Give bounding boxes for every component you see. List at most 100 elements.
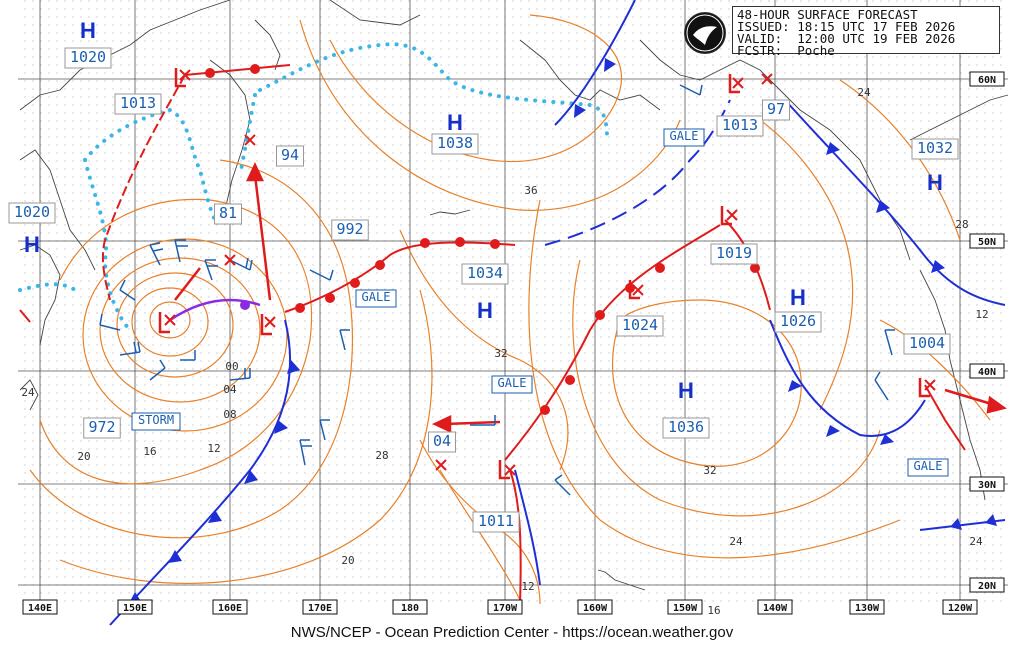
svg-text:94: 94 [281,146,299,164]
isobar-value: 20 [341,554,354,567]
isobar-value: 36 [524,184,537,197]
low-pressure-value: 1013 [114,93,162,115]
low-pressure-value: 1004 [903,333,951,355]
lon-label: 180 [392,599,428,615]
warning-labels: GALE GALE GALE GALE STORM [131,128,949,477]
gale-warning: GALE [355,289,397,308]
svg-text:120W: 120W [948,603,973,614]
high-symbol: H [477,298,493,323]
isobar-value: 16 [143,445,156,458]
svg-text:GALE: GALE [362,290,391,304]
isobar-value: 24 [21,386,35,399]
svg-text:150E: 150E [123,603,147,614]
isobar-value: 16 [707,604,720,617]
low-pressure-value: 97 [762,99,790,121]
high-pressure-value: 1038 [431,133,479,155]
svg-text:1004: 1004 [909,334,945,352]
isobar-value: 32 [494,347,507,360]
motion-arrows [174,162,1007,433]
isobar-value: 28 [955,218,968,231]
low-pressure-value: 81 [214,203,242,225]
isobar-value: 24 [729,535,743,548]
lat-label: 30N [969,476,1005,492]
forecast-title: 48-HOUR SURFACE FORECAST [737,7,918,22]
high-symbol: H [447,110,463,135]
graticule [18,0,1008,604]
low-pressure-value: 1024 [616,315,664,337]
high-pressure-value: 1020 [64,47,112,69]
svg-text:81: 81 [219,204,237,222]
wind-barbs [99,84,895,496]
forecast-info-box: 48-HOUR SURFACE FORECAST ISSUED: 18:15 U… [732,6,1000,57]
low-letter-glyphs [158,68,930,480]
svg-text:1034: 1034 [467,264,503,282]
isobar-value: 12 [207,442,220,455]
isobar-value: 24 [969,535,983,548]
isobar-value: 32 [703,464,716,477]
isobar-value: 12 [975,308,988,321]
lon-label: 150W [667,599,703,615]
lon-label: 160W [577,599,613,615]
svg-text:1013: 1013 [120,94,156,112]
gale-warning: GALE [491,375,533,394]
svg-text:130W: 130W [855,603,880,614]
lon-label: 140E [22,599,58,615]
svg-text:50N: 50N [978,237,996,248]
svg-text:60N: 60N [978,75,996,86]
coastlines [19,0,1009,591]
svg-text:97: 97 [767,100,785,118]
lat-label: 20N [969,577,1005,593]
noaa-logo [684,12,726,54]
gale-warning: GALE [663,128,705,147]
storm-warning: STORM [131,412,181,431]
cold-fronts [109,0,1006,626]
isobar-value: 12 [521,580,534,593]
ice-edge [18,42,610,332]
lat-label: 50N [969,233,1005,249]
lon-label: 160E [212,599,248,615]
high-pressure-value: 1036 [662,417,710,439]
isobar-value: 00 [225,360,238,373]
isobar-value: 04 [223,383,237,396]
lat-label: 40N [969,363,1005,379]
longitude-labels: 140E 150E 160E 170E 180 170W 160W 150W 140W 130W 1… [22,599,978,615]
lon-label: 170W [487,599,523,615]
low-pressure-value: 1013 [716,115,764,137]
isobar-value: 20 [77,450,90,463]
pressure-systems: H1020H1038H1032H1020H1034H1026H103610139… [8,18,959,533]
svg-text:170W: 170W [493,603,518,614]
svg-text:150W: 150W [673,603,698,614]
low-pressure-value: 972 [83,417,121,439]
svg-text:1020: 1020 [70,48,106,66]
svg-text:1026: 1026 [780,312,816,330]
svg-text:180: 180 [401,603,419,614]
latitude-labels: 60N 50N 40N 30N 20N [969,71,1005,593]
svg-text:GALE: GALE [914,459,943,473]
valid-time: VALID: 12:00 UTC 19 FEB 2026 [737,31,956,46]
low-pressure-value: 94 [276,145,304,167]
lon-label: 150E [117,599,153,615]
svg-text:GALE: GALE [498,376,527,390]
isobar-value: 08 [223,408,236,421]
high-pressure-value: 1026 [774,311,822,333]
high-pressure-value: 1020 [8,202,56,224]
lat-label: 60N [969,71,1005,87]
occluded-front [169,298,261,322]
high-pressure-value: 1034 [461,263,509,285]
svg-text:1013: 1013 [722,116,758,134]
high-symbol: H [678,378,694,403]
low-pressure-value: 1019 [710,243,758,265]
svg-text:1019: 1019 [716,244,752,262]
isobar-labels: 36 32 28 24 20 16 12 08 04 00 24 32 24 28 12 20 12 16 24 [21,86,988,617]
low-pressure-value: 1011 [472,511,520,533]
high-symbol: H [790,285,806,310]
issued-time: ISSUED: 18:15 UTC 17 FEB 2026 [737,19,956,34]
svg-text:STORM: STORM [138,413,174,427]
svg-text:20N: 20N [978,581,996,592]
occluded-front-marker [240,300,250,310]
lon-label: 120W [942,599,978,615]
svg-text:40N: 40N [978,367,996,378]
low-pressure-value: 992 [331,219,369,241]
svg-text:30N: 30N [978,480,996,491]
